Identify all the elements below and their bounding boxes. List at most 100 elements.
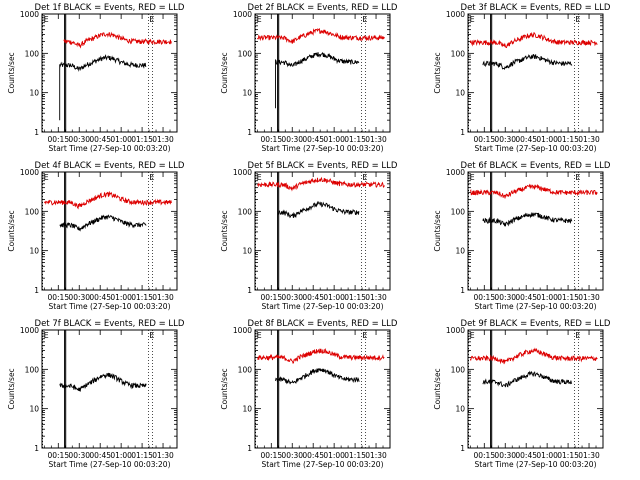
y-axis-label: Counts/sec xyxy=(433,368,442,409)
y-axis-label: Counts/sec xyxy=(7,210,16,251)
panel-det-3: Det 3f BLACK = Events, RED = LLD 1 10 100 10… xyxy=(433,3,611,153)
event-marker-label: E xyxy=(575,173,580,182)
x-axis-label: Start Time (27-Sep-10 00:03:20) xyxy=(49,302,171,311)
event-marker-label: E xyxy=(149,15,154,24)
panel-det-7: Det 7f BLACK = Events, RED = LLD 1 10 100 10… xyxy=(7,319,185,469)
panel-det-8: Det 8f BLACK = Events, RED = LLD 1 10 100 10… xyxy=(220,319,398,469)
x-tick-label: 01:15 xyxy=(344,135,366,144)
y-axis-label: Counts/sec xyxy=(220,210,229,251)
series-lld-line xyxy=(63,31,172,49)
y-tick-label: 100 xyxy=(238,365,253,374)
event-marker-label: E xyxy=(470,173,475,182)
x-tick-label: 00:45 xyxy=(302,451,324,460)
y-tick-label: 1 xyxy=(34,444,39,453)
x-tick-label: 01:30 xyxy=(578,293,600,302)
x-tick-label: 01:15 xyxy=(557,293,579,302)
y-tick-label: 100 xyxy=(25,365,40,374)
event-marker-label: E xyxy=(575,15,580,24)
series-events-line xyxy=(277,200,360,219)
x-tick-label: 00:45 xyxy=(302,135,324,144)
x-tick-label: 01:15 xyxy=(557,135,579,144)
y-tick-label: 10 xyxy=(242,405,252,414)
series-lld-line xyxy=(469,183,598,199)
panel-title: Det 9f BLACK = Events, RED = LLD xyxy=(461,319,611,329)
x-tick-label: 00:30 xyxy=(281,293,303,302)
x-tick-label: 00:15 xyxy=(473,451,495,460)
plot-frame xyxy=(41,329,178,449)
plot-frame xyxy=(467,13,604,133)
y-tick-label: 100 xyxy=(238,49,253,58)
x-tick-label: 01:15 xyxy=(131,293,153,302)
x-tick-label: 00:45 xyxy=(89,293,111,302)
x-tick-label: 01:30 xyxy=(365,451,387,460)
y-tick-label: 1 xyxy=(34,128,39,137)
event-marker-label: E xyxy=(257,331,262,340)
event-marker-label: E xyxy=(44,331,49,340)
x-axis-label: Start Time (27-Sep-10 00:03:20) xyxy=(49,144,171,153)
y-tick-label: 1000 xyxy=(233,326,252,335)
plot-frame xyxy=(467,329,604,449)
event-marker-label: E xyxy=(575,331,580,340)
plot-frame xyxy=(254,13,391,133)
y-tick-label: 1 xyxy=(247,286,252,295)
x-tick-label: 00:45 xyxy=(89,451,111,460)
y-tick-label: 10 xyxy=(242,89,252,98)
x-tick-label: 01:30 xyxy=(365,135,387,144)
plot-frame xyxy=(254,329,391,449)
x-axis-label: Start Time (27-Sep-10 00:03:20) xyxy=(475,302,597,311)
event-marker-label: E xyxy=(44,173,49,182)
event-marker-label: E xyxy=(470,331,475,340)
x-tick-label: 00:15 xyxy=(47,135,69,144)
x-tick-label: 01:15 xyxy=(344,451,366,460)
x-tick-label: 00:45 xyxy=(515,135,537,144)
panel-det-9: Det 9f BLACK = Events, RED = LLD 1 10 100 10… xyxy=(433,319,611,469)
y-tick-label: 10 xyxy=(29,405,39,414)
y-tick-label: 1000 xyxy=(20,10,39,19)
y-tick-label: 1 xyxy=(247,128,252,137)
x-tick-label: 00:15 xyxy=(47,451,69,460)
series-events-line xyxy=(275,367,360,385)
y-tick-label: 100 xyxy=(25,207,40,216)
x-axis-label: Start Time (27-Sep-10 00:03:20) xyxy=(262,460,384,469)
event-marker-label: E xyxy=(44,15,49,24)
x-tick-label: 01:00 xyxy=(323,451,345,460)
y-axis-label: Counts/sec xyxy=(7,368,16,409)
series-events-line xyxy=(482,212,573,227)
y-tick-label: 100 xyxy=(451,49,466,58)
x-tick-label: 00:15 xyxy=(47,293,69,302)
plot-frame xyxy=(41,13,178,133)
x-tick-label: 00:45 xyxy=(515,451,537,460)
x-tick-label: 01:15 xyxy=(344,293,366,302)
x-tick-label: 00:15 xyxy=(473,293,495,302)
x-tick-label: 00:30 xyxy=(281,135,303,144)
y-tick-label: 1000 xyxy=(233,168,252,177)
x-tick-label: 00:30 xyxy=(68,451,90,460)
x-tick-label: 01:00 xyxy=(536,451,558,460)
x-tick-label: 00:15 xyxy=(260,293,282,302)
series-events-line xyxy=(59,54,147,121)
x-tick-label: 01:00 xyxy=(110,451,132,460)
x-tick-label: 01:00 xyxy=(536,135,558,144)
panel-title: Det 4f BLACK = Events, RED = LLD xyxy=(35,161,185,171)
y-tick-label: 1000 xyxy=(446,10,465,19)
x-tick-label: 01:30 xyxy=(152,135,174,144)
panel-title: Det 8f BLACK = Events, RED = LLD xyxy=(248,319,398,329)
panel-det-1: Det 1f BLACK = Events, RED = LLD 1 10 100 10… xyxy=(7,3,185,153)
panel-det-5: Det 5f BLACK = Events, RED = LLD 1 10 100 10… xyxy=(220,161,398,311)
series-events-line xyxy=(482,370,573,388)
y-tick-label: 1000 xyxy=(233,10,252,19)
x-tick-label: 00:15 xyxy=(260,135,282,144)
series-events-line xyxy=(482,53,573,70)
panel-title: Det 7f BLACK = Events, RED = LLD xyxy=(35,319,185,329)
event-marker-label: E xyxy=(149,331,154,340)
x-axis-label: Start Time (27-Sep-10 00:03:20) xyxy=(262,302,384,311)
x-tick-label: 01:30 xyxy=(578,451,600,460)
x-tick-label: 00:30 xyxy=(68,293,90,302)
x-axis-label: Start Time (27-Sep-10 00:03:20) xyxy=(49,460,171,469)
panel-det-2: Det 2f BLACK = Events, RED = LLD 1 10 100 10… xyxy=(220,3,398,153)
plot-frame xyxy=(41,171,178,291)
y-tick-label: 1 xyxy=(247,444,252,453)
panel-det-6: Det 6f BLACK = Events, RED = LLD 1 10 100 10… xyxy=(433,161,611,311)
series-lld-line xyxy=(469,347,598,365)
